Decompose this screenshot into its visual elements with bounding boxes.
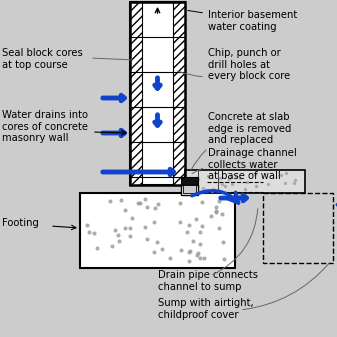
Text: Interior basement
water coating: Interior basement water coating <box>188 10 297 32</box>
Bar <box>80 193 235 268</box>
Bar <box>130 177 142 185</box>
Bar <box>181 185 198 195</box>
Bar <box>173 2 185 37</box>
Bar <box>130 2 185 185</box>
Text: Drain pipe connects
channel to sump: Drain pipe connects channel to sump <box>158 270 258 292</box>
Bar <box>130 72 142 107</box>
Bar <box>181 177 198 185</box>
Text: Drainage channel
collects water
at base of wall: Drainage channel collects water at base … <box>192 148 297 181</box>
Text: Footing: Footing <box>2 218 39 228</box>
Bar <box>130 37 142 72</box>
Bar <box>173 72 185 107</box>
Bar <box>130 142 142 177</box>
Bar <box>130 2 185 185</box>
Text: Sump with airtight,
childproof cover: Sump with airtight, childproof cover <box>158 298 254 319</box>
Bar <box>130 107 142 142</box>
Bar <box>183 185 196 193</box>
FancyArrowPatch shape <box>192 191 239 203</box>
Text: Concrete at slab
edge is removed
and replaced: Concrete at slab edge is removed and rep… <box>191 112 292 170</box>
Bar <box>185 170 305 193</box>
Bar <box>173 107 185 142</box>
Text: Chip, punch or
drill holes at
every block core: Chip, punch or drill holes at every bloc… <box>178 48 290 81</box>
Bar <box>173 37 185 72</box>
Bar <box>173 142 185 177</box>
Bar <box>130 2 142 37</box>
Bar <box>173 177 185 185</box>
Bar <box>198 170 218 193</box>
Text: Water drains into
cores of concrete
masonry wall: Water drains into cores of concrete maso… <box>2 110 88 143</box>
Text: Seal block cores
at top course: Seal block cores at top course <box>2 48 83 70</box>
Bar <box>263 193 333 263</box>
